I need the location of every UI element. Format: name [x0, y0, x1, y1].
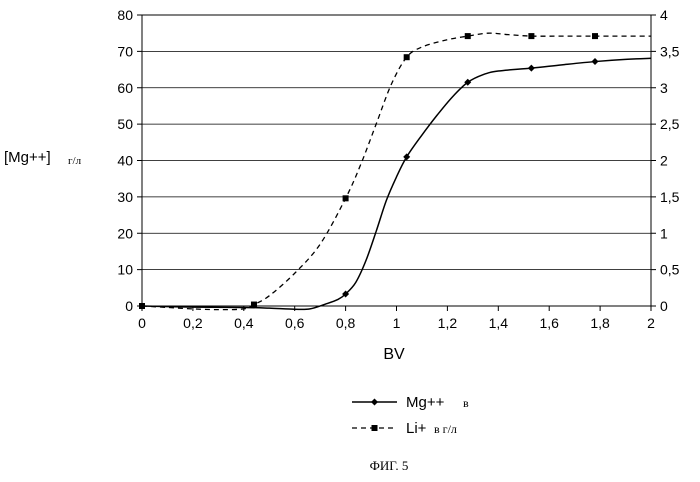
- y-left-tick-label: 30: [117, 189, 133, 205]
- data-point: [592, 58, 599, 65]
- y-right-tick-label: 3: [660, 80, 668, 96]
- data-point: [251, 302, 257, 308]
- y-right-tick-label: 2: [660, 153, 668, 169]
- legend: Mg++ в Li+ в г/л: [352, 394, 469, 437]
- y-right-tick-label: 4: [660, 7, 668, 23]
- series-line: [142, 33, 651, 309]
- y-left-tick-label: 0: [125, 298, 133, 314]
- x-tick-label: 0,2: [183, 315, 203, 331]
- y-right-tick-label: 0,5: [660, 262, 680, 278]
- x-tick-label: 0,6: [285, 315, 305, 331]
- figure-caption: ФИГ. 5: [370, 458, 409, 473]
- y-left-tick-label: 20: [117, 225, 133, 241]
- axes: 0102030405060708000,511,522,533,5400,20,…: [117, 7, 679, 331]
- y-left-tick-label: 80: [117, 7, 133, 23]
- y-axis-title-main: [Mg++]: [4, 149, 51, 166]
- data-point: [528, 65, 535, 72]
- legend-unit-mg: в: [463, 396, 469, 410]
- series-group: [139, 33, 652, 310]
- y-left-tick-label: 40: [117, 153, 133, 169]
- y-left-tick-label: 60: [117, 80, 133, 96]
- x-tick-label: 1,8: [590, 315, 610, 331]
- series-li: [139, 33, 651, 310]
- legend-unit-li: в г/л: [434, 422, 457, 436]
- x-tick-label: 2: [647, 315, 655, 331]
- x-tick-label: 1,4: [489, 315, 509, 331]
- data-point: [403, 153, 410, 160]
- y-left-tick-label: 70: [117, 43, 133, 59]
- grid-lines: [142, 51, 651, 269]
- x-axis-title: BV: [383, 346, 405, 363]
- x-tick-label: 1,6: [539, 315, 559, 331]
- x-tick-label: 1: [393, 315, 401, 331]
- y-right-tick-label: 0: [660, 298, 668, 314]
- data-point: [139, 303, 145, 309]
- x-tick-label: 0: [138, 315, 146, 331]
- legend-item-mg: Mg++ в: [352, 394, 469, 411]
- legend-marker-li: [372, 425, 378, 431]
- legend-label-li: Li+: [406, 420, 427, 437]
- y-axis-title-unit: г/л: [68, 155, 82, 167]
- data-point: [343, 195, 349, 201]
- series-mg: [139, 58, 652, 309]
- y-right-tick-label: 1,5: [660, 189, 680, 205]
- legend-item-li: Li+ в г/л: [352, 420, 457, 437]
- y-axis-title: [Mg++] г/л: [4, 149, 82, 167]
- x-tick-label: 0,8: [336, 315, 356, 331]
- y-right-tick-label: 2,5: [660, 116, 680, 132]
- y-left-tick-label: 50: [117, 116, 133, 132]
- data-point: [528, 33, 534, 39]
- legend-label-mg: Mg++: [406, 394, 445, 411]
- data-point: [404, 54, 410, 60]
- data-point: [592, 33, 598, 39]
- data-point: [465, 33, 471, 39]
- x-tick-label: 1,2: [438, 315, 458, 331]
- legend-marker-mg: [371, 399, 378, 406]
- y-left-tick-label: 10: [117, 262, 133, 278]
- y-right-tick-label: 1: [660, 225, 668, 241]
- series-line: [142, 58, 651, 309]
- y-right-tick-label: 3,5: [660, 43, 680, 59]
- x-tick-label: 0,4: [234, 315, 254, 331]
